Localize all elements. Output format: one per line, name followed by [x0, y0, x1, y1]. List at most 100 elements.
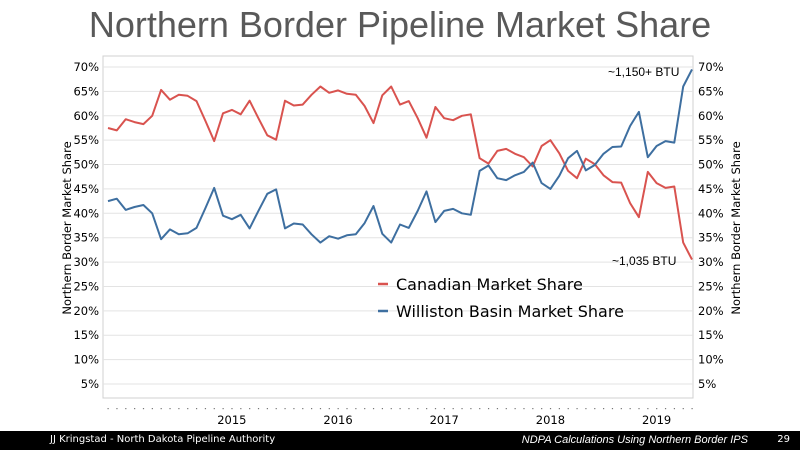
x-month-tick	[682, 408, 684, 410]
x-month-tick	[337, 408, 339, 410]
x-month-tick	[364, 408, 366, 410]
x-month-tick	[532, 408, 534, 410]
y-tick-label-right: 35%	[698, 231, 724, 245]
y-tick-label-right: 55%	[698, 133, 724, 147]
series-line-canadian	[107, 85, 693, 261]
x-month-tick	[257, 408, 260, 410]
x-month-tick	[125, 408, 127, 410]
y-tick-label-left: 35%	[73, 231, 99, 245]
x-month-tick	[346, 408, 348, 410]
y-tick-label-left: 55%	[73, 133, 99, 147]
x-year-label: 2018	[536, 413, 565, 427]
annotation-btu-high: ~1,150+ BTU	[608, 65, 679, 79]
y-tick-label-left: 15%	[73, 328, 99, 342]
y-tick-label-left: 70%	[73, 60, 99, 74]
x-month-tick	[523, 408, 525, 410]
y-tick-label-left: 65%	[73, 84, 99, 98]
x-month-tick	[249, 408, 251, 410]
x-month-tick	[311, 408, 313, 410]
y-axis-label-right: Northern Border Market Share	[729, 141, 743, 314]
x-month-tick	[355, 408, 357, 410]
y-tick-label-left: 25%	[73, 279, 99, 293]
y-tick-label-right: 45%	[698, 182, 724, 196]
x-month-tick	[638, 408, 640, 410]
y-tick-label-left: 40%	[73, 206, 99, 220]
y-tick-label-right: 5%	[698, 377, 716, 391]
axis-layer: 5% 5% 10% 10% 15% 15% 20% 20% 25% 25% 30% 30% 35% 35%…	[73, 60, 723, 427]
x-month-tick	[160, 408, 162, 410]
x-month-tick	[647, 408, 649, 410]
x-month-tick	[372, 408, 375, 410]
x-month-tick	[293, 408, 295, 410]
series-layer	[107, 68, 693, 261]
market-share-chart: 5% 5% 10% 10% 15% 15% 20% 20% 25% 25% 30% 30% 35% 35%…	[60, 55, 743, 427]
x-month-tick	[505, 408, 507, 410]
x-month-tick	[549, 408, 552, 410]
x-month-tick	[541, 408, 543, 410]
x-month-tick	[134, 408, 136, 410]
x-month-tick	[213, 408, 215, 410]
x-month-tick	[443, 408, 445, 410]
y-tick-label-right: 15%	[698, 328, 724, 342]
x-month-tick	[620, 408, 622, 410]
x-month-tick	[408, 408, 410, 410]
x-month-tick	[629, 408, 631, 410]
y-tick-label-right: 40%	[698, 206, 724, 220]
y-axis-label-left: Northern Border Market Share	[60, 141, 74, 314]
x-month-tick	[496, 408, 499, 410]
y-tick-label-right: 10%	[698, 353, 724, 367]
x-month-tick	[452, 408, 454, 410]
x-month-tick	[142, 408, 145, 410]
y-tick-label-left: 45%	[73, 182, 99, 196]
y-tick-label-left: 10%	[73, 353, 99, 367]
x-month-tick	[390, 408, 392, 410]
legend: Canadian Market Share Williston Basin Mar…	[378, 275, 624, 321]
x-month-tick	[116, 408, 118, 410]
x-month-tick	[302, 408, 304, 410]
x-month-tick	[187, 408, 189, 410]
y-tick-label-right: 30%	[698, 255, 724, 269]
x-month-tick	[381, 408, 384, 410]
x-month-tick	[664, 408, 667, 410]
plot-frame	[102, 55, 694, 399]
x-month-tick	[567, 408, 569, 410]
y-tick-label-right: 60%	[698, 109, 724, 123]
x-month-tick	[514, 408, 516, 410]
x-month-tick	[585, 408, 587, 410]
legend-label: Canadian Market Share	[396, 275, 583, 294]
x-month-tick	[328, 408, 330, 410]
x-year-label: 2019	[642, 413, 671, 427]
x-month-tick	[417, 408, 419, 410]
footer-bar: JJ Kringstad - North Dakota Pipeline Aut…	[0, 431, 800, 450]
x-month-tick	[479, 408, 481, 410]
series-line-williston	[107, 68, 693, 244]
x-month-tick	[603, 408, 605, 410]
slide-title: Northern Border Pipeline Market Share	[88, 4, 712, 45]
annotation-btu-low: ~1,035 BTU	[612, 254, 676, 268]
y-tick-label-left: 30%	[73, 255, 99, 269]
y-tick-label-left: 60%	[73, 109, 99, 123]
page-number: 29	[777, 434, 790, 445]
y-tick-label-left: 50%	[73, 158, 99, 172]
legend-label: Williston Basin Market Share	[396, 302, 624, 321]
y-tick-label-right: 20%	[698, 304, 724, 318]
y-tick-label-left: 5%	[81, 377, 99, 391]
y-tick-label-right: 50%	[698, 158, 724, 172]
x-month-tick	[691, 408, 693, 410]
x-month-tick	[266, 408, 268, 410]
x-month-tick	[204, 408, 207, 410]
x-year-label: 2016	[323, 413, 352, 427]
footer-source: NDPA Calculations Using Northern Border …	[521, 434, 748, 446]
x-month-tick	[151, 408, 153, 410]
x-month-tick	[673, 408, 676, 410]
x-month-tick	[222, 408, 224, 410]
x-month-tick	[275, 408, 277, 410]
x-month-tick	[231, 408, 233, 410]
y-tick-label-left: 20%	[73, 304, 99, 318]
footer-author: JJ Kringstad - North Dakota Pipeline Aut…	[50, 434, 276, 445]
x-month-tick	[594, 408, 596, 410]
x-year-label: 2015	[217, 413, 246, 427]
x-month-tick	[656, 408, 658, 410]
x-month-tick	[399, 408, 401, 410]
x-month-tick	[611, 408, 614, 410]
